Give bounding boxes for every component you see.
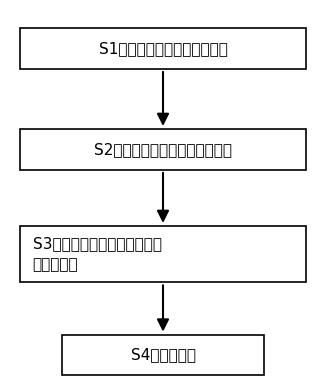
Text: S2、对运动员动作进行人工标注: S2、对运动员动作进行人工标注: [94, 142, 232, 157]
Bar: [62, 334, 264, 376]
Text: S3、面向羽毛球技战术分析的
字符串匹配: S3、面向羽毛球技战术分析的 字符串匹配: [33, 236, 162, 272]
Bar: [20, 28, 306, 69]
Bar: [20, 129, 306, 170]
Bar: [20, 226, 306, 282]
Text: S1、视频数据采集和场地编码: S1、视频数据采集和场地编码: [98, 41, 228, 56]
Text: S4、统计输出: S4、统计输出: [130, 348, 196, 362]
